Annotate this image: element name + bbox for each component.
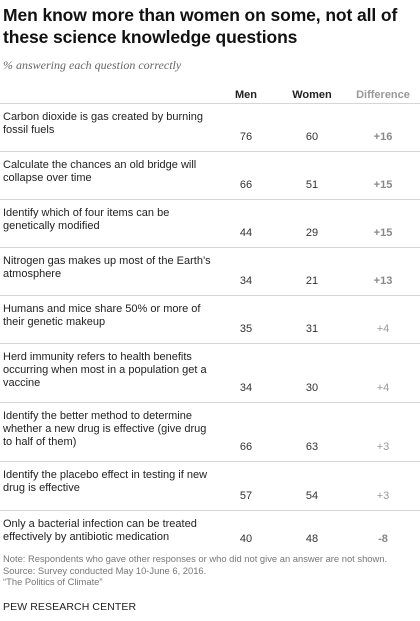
- women-value: 54: [305, 490, 319, 502]
- table-row: Herd immunity refers to health benefits …: [0, 343, 420, 402]
- question-label: Calculate the chances an old bridge will…: [3, 159, 197, 184]
- difference-value: +13: [373, 275, 393, 287]
- difference-value: +15: [373, 227, 393, 239]
- men-value: 66: [239, 441, 253, 453]
- question-label: Only a bacterial infection can be treate…: [3, 518, 197, 543]
- question-label: Identify the placebo effect in testing i…: [3, 469, 208, 494]
- note-line: Note: Respondents who gave other respons…: [3, 553, 388, 564]
- men-value: 34: [239, 382, 253, 394]
- difference-value: +16: [373, 131, 393, 143]
- column-header-difference: Difference: [356, 89, 410, 101]
- women-value: 31: [305, 323, 319, 335]
- column-header-men: Men: [235, 89, 257, 101]
- difference-value: -8: [378, 533, 388, 545]
- question-label: Herd immunity refers to health benefits …: [3, 351, 207, 389]
- women-value: 63: [305, 441, 319, 453]
- women-value: 48: [305, 533, 319, 545]
- women-value: 21: [305, 275, 319, 287]
- difference-value: +3: [376, 490, 390, 502]
- women-value: 60: [305, 131, 319, 143]
- difference-value: +4: [376, 382, 390, 394]
- difference-value: +3: [376, 441, 390, 453]
- source-line: Source: Survey conducted May 10-June 6, …: [3, 564, 207, 576]
- difference-value: +4: [376, 323, 390, 335]
- men-value: 66: [239, 179, 253, 191]
- table-row: Calculate the chances an old bridge will…: [0, 151, 420, 199]
- report-line: “The Politics of Climate”: [3, 576, 103, 587]
- table-row: Identify the placebo effect in testing i…: [0, 461, 420, 510]
- difference-value: +15: [373, 179, 393, 191]
- men-value: 76: [239, 131, 253, 143]
- question-label: Identify which of four items can be gene…: [3, 207, 170, 232]
- table-row: Identify which of four items can be gene…: [0, 199, 420, 247]
- table-row: Carbon dioxide is gas created by burning…: [0, 103, 420, 151]
- men-value: 34: [239, 275, 253, 287]
- table-row: Only a bacterial infection can be treate…: [0, 510, 420, 553]
- question-label: Nitrogen gas makes up most of the Earth’…: [3, 255, 211, 280]
- women-value: 29: [305, 227, 319, 239]
- column-header-women: Women: [292, 89, 332, 101]
- women-value: 51: [305, 179, 319, 191]
- chart-subtitle: % answering each question correctly: [3, 58, 182, 72]
- question-label: Humans and mice share 50% or more of the…: [3, 303, 201, 328]
- men-value: 35: [239, 323, 253, 335]
- table-row: Identify the better method to determine …: [0, 402, 420, 461]
- men-value: 40: [239, 533, 253, 545]
- question-label: Carbon dioxide is gas created by burning…: [3, 111, 203, 136]
- men-value: 57: [239, 490, 253, 502]
- question-label: Identify the better method to determine …: [3, 410, 207, 448]
- brand-label: PEW RESEARCH CENTER: [3, 601, 137, 613]
- chart-title: Men know more than women on some, not al…: [3, 5, 398, 47]
- table-row: Humans and mice share 50% or more of the…: [0, 295, 420, 343]
- table-row: Nitrogen gas makes up most of the Earth’…: [0, 247, 420, 295]
- women-value: 30: [305, 382, 319, 394]
- men-value: 44: [239, 227, 253, 239]
- chart-note: Note: Respondents who gave other respons…: [3, 553, 417, 588]
